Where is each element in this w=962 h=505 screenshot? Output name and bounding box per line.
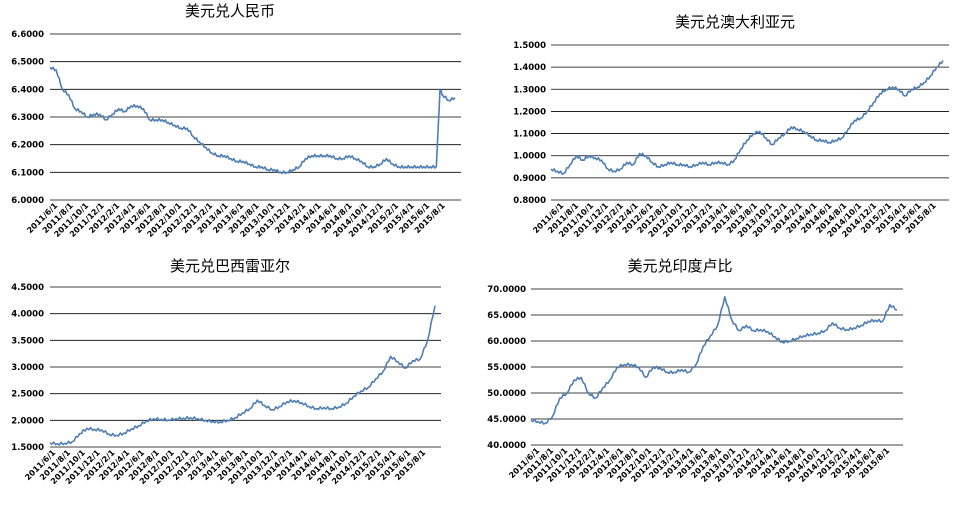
chart-title: 美元兑印度卢比	[627, 257, 732, 275]
chart-usd-aud: 美元兑澳大利亚元 0.8000 0.9000 1.0000 1.1000 1.2000 1.…	[513, 13, 949, 239]
chart-usd-cny: 美元兑人民币 6.0000 6.1000 6.2000 6.3000 6.4000 6.50…	[11, 2, 461, 239]
chart-title: 美元兑人民币	[185, 2, 275, 20]
y-tick-label: 65.0000	[487, 311, 526, 321]
y-tick-label: 6.3000	[11, 113, 44, 123]
y-tick-label: 6.0000	[11, 196, 44, 206]
y-tick-label: 1.4000	[513, 63, 546, 73]
y-tick-label: 1.5000	[513, 41, 546, 51]
y-tick-label: 6.4000	[11, 85, 44, 95]
y-tick-label: 50.0000	[487, 389, 526, 399]
y-tick-label: 6.6000	[11, 30, 44, 40]
y-tick-label: 1.0000	[513, 152, 546, 162]
y-tick-label: 4.5000	[11, 283, 44, 293]
y-tick-label: 0.9000	[513, 174, 546, 184]
y-tick-label: 1.5000	[11, 443, 44, 453]
series-line	[550, 60, 944, 175]
chart-usd-brl: 美元兑巴西雷亚尔 1.5000 2.0000 2.5000 3.0000 3.5000 4.…	[11, 257, 441, 486]
y-tick-label: 1.2000	[513, 107, 546, 117]
series-line	[49, 66, 456, 175]
chart-usd-inr: 美元兑印度卢比 40.0000 45.0000 50.0000 55.0000 60.00…	[487, 257, 903, 484]
y-tick-label: 60.0000	[487, 337, 526, 347]
y-tick-label: 0.8000	[513, 196, 546, 206]
y-tick-label: 3.5000	[11, 336, 44, 346]
y-tick-label: 2.5000	[11, 390, 44, 400]
chart-title: 美元兑澳大利亚元	[675, 13, 795, 31]
series-line	[530, 296, 898, 425]
y-tick-label: 55.0000	[487, 363, 526, 373]
y-tick-label: 6.1000	[11, 168, 44, 178]
y-tick-label: 2.0000	[11, 416, 44, 426]
y-tick-label: 45.0000	[487, 415, 526, 425]
y-tick-label: 40.0000	[487, 441, 526, 451]
y-tick-label: 6.2000	[11, 141, 44, 151]
y-tick-label: 70.0000	[487, 285, 526, 295]
y-tick-label: 1.3000	[513, 85, 546, 95]
y-tick-label: 1.1000	[513, 130, 546, 140]
y-tick-label: 4.0000	[11, 310, 44, 320]
y-tick-label: 6.5000	[11, 58, 44, 68]
series-line	[49, 305, 436, 446]
y-tick-label: 3.0000	[11, 363, 44, 373]
chart-title: 美元兑巴西雷亚尔	[170, 257, 290, 275]
